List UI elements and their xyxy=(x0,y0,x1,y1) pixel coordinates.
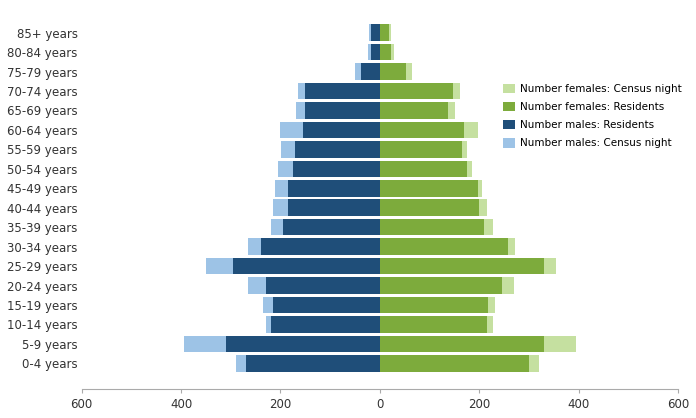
Bar xyxy=(298,83,380,99)
Bar xyxy=(380,180,482,196)
Bar xyxy=(380,141,467,158)
Bar xyxy=(380,316,487,333)
Bar xyxy=(369,24,380,41)
Bar xyxy=(380,122,478,138)
Bar xyxy=(361,63,380,80)
Bar xyxy=(380,83,453,99)
Bar xyxy=(380,180,478,196)
Bar xyxy=(248,277,380,294)
Bar xyxy=(288,180,380,196)
Bar xyxy=(303,122,380,138)
Bar xyxy=(380,355,529,372)
Bar xyxy=(380,238,508,255)
Bar xyxy=(380,161,472,177)
Bar xyxy=(306,102,380,119)
Bar xyxy=(380,24,390,41)
Bar xyxy=(293,161,380,177)
Bar xyxy=(288,199,380,216)
Bar xyxy=(380,297,488,313)
Bar xyxy=(380,102,455,119)
Bar xyxy=(184,336,380,352)
Bar xyxy=(380,161,467,177)
Bar xyxy=(368,44,380,60)
Bar xyxy=(380,258,544,274)
Bar xyxy=(266,277,380,294)
Bar xyxy=(281,141,380,158)
Bar xyxy=(380,24,389,41)
Bar xyxy=(371,44,380,60)
Bar xyxy=(380,238,515,255)
Bar xyxy=(246,355,380,372)
Bar xyxy=(280,122,380,138)
Bar xyxy=(380,219,484,235)
Bar xyxy=(273,297,380,313)
Bar xyxy=(380,83,460,99)
Bar xyxy=(380,355,539,372)
Bar xyxy=(233,258,380,274)
Bar xyxy=(380,63,406,80)
Bar xyxy=(260,238,380,255)
Bar xyxy=(371,24,380,41)
Bar xyxy=(266,316,380,333)
Bar xyxy=(380,297,495,313)
Bar xyxy=(295,141,380,158)
Bar xyxy=(263,297,380,313)
Bar xyxy=(380,336,544,352)
Bar xyxy=(206,258,380,274)
Bar xyxy=(271,316,380,333)
Bar xyxy=(380,44,394,60)
Bar xyxy=(380,219,493,235)
Bar xyxy=(380,277,502,294)
Bar xyxy=(283,219,380,235)
Bar xyxy=(380,122,464,138)
Bar xyxy=(248,238,380,255)
Bar xyxy=(271,219,380,235)
Bar xyxy=(380,277,514,294)
Bar xyxy=(236,355,380,372)
Legend: Number females: Census night, Number females: Residents, Number males: Residents: Number females: Census night, Number fem… xyxy=(500,81,685,152)
Bar xyxy=(380,336,576,352)
Bar xyxy=(380,141,462,158)
Bar xyxy=(380,102,448,119)
Bar xyxy=(380,63,412,80)
Bar xyxy=(306,83,380,99)
Bar xyxy=(380,316,493,333)
Bar xyxy=(276,180,380,196)
Bar xyxy=(273,199,380,216)
Bar xyxy=(355,63,380,80)
Bar xyxy=(296,102,380,119)
Bar xyxy=(380,199,480,216)
Bar xyxy=(380,258,556,274)
Bar xyxy=(278,161,380,177)
Bar xyxy=(380,44,390,60)
Bar xyxy=(380,199,487,216)
Bar xyxy=(226,336,380,352)
